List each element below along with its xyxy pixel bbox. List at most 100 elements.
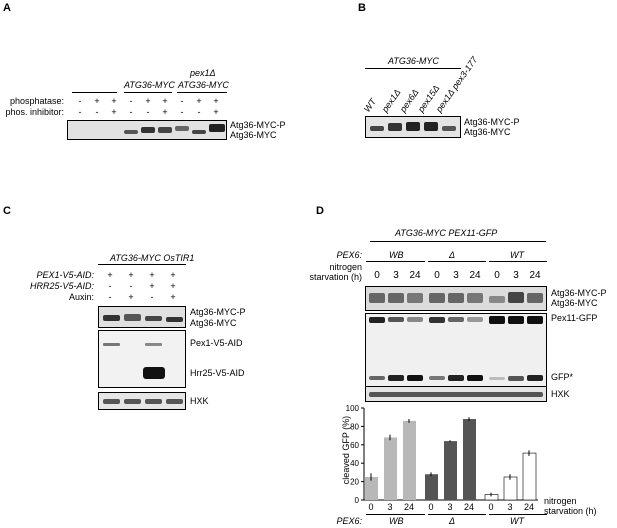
band	[429, 376, 445, 380]
y-tick-label: 80	[350, 422, 359, 431]
panel-a-band-bottom-label: Atg36-MYC	[230, 130, 277, 140]
panel-c-blot-hxk	[98, 392, 186, 410]
phosphatase-sign: +	[145, 96, 151, 106]
band	[124, 399, 141, 404]
condition-label: Auxin:	[68, 292, 94, 302]
panel-d-gfp-bands	[369, 316, 543, 381]
condition-sign: -	[108, 281, 112, 291]
y-tick-label: 20	[350, 478, 359, 487]
x-tick-label: 3	[447, 502, 452, 512]
band	[508, 292, 524, 303]
phosphatase-sign: -	[180, 96, 184, 106]
panel-c-letter: C	[3, 205, 11, 217]
x-tick-label: 0	[368, 502, 373, 512]
condition-sign: +	[149, 281, 155, 291]
condition-label: PEX1-V5-AID:	[36, 270, 94, 280]
band	[158, 127, 172, 133]
y-tick-label: 0	[355, 496, 360, 505]
phosphatase-sign: +	[162, 96, 168, 106]
band	[448, 293, 464, 303]
phosphatase-sign: +	[196, 96, 202, 106]
bar	[522, 452, 537, 501]
panel-d-header: ATG36-MYC PEX11-GFP	[395, 228, 498, 238]
band	[388, 293, 404, 303]
panel-d-label-gfp: GFP*	[551, 372, 574, 382]
y-tick-label: 60	[350, 441, 359, 450]
band	[145, 343, 162, 346]
panel-d-starvation-label: starvation (h)	[309, 272, 362, 282]
timepoint-label: 24	[529, 270, 541, 281]
cleaved-gfp-bar-chart: 0 20 40 60 80 100 0 3 24 0 3 24 0 3 24	[346, 404, 538, 512]
condition-sign: +	[170, 270, 176, 280]
x-tick-label: 3	[387, 502, 392, 512]
y-tick-label: 100	[346, 404, 360, 413]
panel-c-aid-bands	[103, 343, 165, 379]
panel-d-header-line	[370, 241, 546, 242]
panel-a-pex-header: pex1Δ	[190, 68, 216, 78]
panel-a-blot	[67, 120, 227, 140]
panel-c-label-hrr25: Hrr25-V5-AID	[190, 368, 245, 378]
band	[369, 293, 385, 303]
band	[527, 375, 543, 381]
phosphatase-sign: -	[129, 96, 133, 106]
panel-a-strain2-header: ATG36-MYC	[178, 80, 229, 90]
panel-a-header-line-3	[177, 92, 227, 93]
timepoint-label: 24	[409, 270, 421, 281]
band	[489, 377, 505, 380]
x-tick-label: 24	[524, 502, 534, 512]
timepoint-label: 0	[494, 270, 500, 281]
chart-group-label: WB	[389, 516, 404, 526]
condition-sign: +	[149, 270, 155, 280]
band	[166, 399, 183, 404]
inhibitor-sign: -	[146, 107, 150, 117]
inhibitor-sign: -	[129, 107, 133, 117]
band	[448, 317, 464, 322]
band	[467, 293, 483, 303]
inhibitor-sign: -	[197, 107, 201, 117]
panel-a-band-top-label: Atg36-MYC-P	[230, 120, 286, 130]
bar	[503, 476, 518, 501]
phosphatase-sign: +	[111, 96, 117, 106]
band	[407, 293, 423, 303]
condition-sign: +	[170, 292, 176, 302]
inhibitor-sign: +	[213, 107, 219, 117]
condition-label: HRR25-V5-AID:	[29, 281, 94, 291]
band	[143, 367, 165, 379]
band	[369, 317, 385, 323]
panel-a-strain-header: ATG36-MYC	[124, 80, 175, 90]
panel-c-label-atg36p: Atg36-MYC-P	[190, 307, 246, 317]
bar	[425, 474, 438, 500]
inhibitor-sign: -	[180, 107, 184, 117]
band	[467, 375, 483, 381]
panel-c-header-line	[98, 264, 186, 265]
band	[442, 126, 456, 131]
inhibitor-sign: +	[162, 107, 168, 117]
panel-b-blot	[365, 116, 461, 138]
band	[103, 315, 120, 321]
group-label: WT	[510, 250, 524, 260]
band	[124, 130, 138, 134]
panel-b-letter: B	[358, 2, 366, 14]
band	[103, 399, 120, 404]
panel-d-label-atg36: Atg36-MYC	[551, 298, 598, 308]
chart-group-label: Δ	[449, 516, 456, 526]
band	[145, 316, 162, 321]
band	[369, 392, 543, 397]
band	[406, 122, 420, 131]
panel-a-phosphatase-label: phosphatase:	[9, 96, 64, 106]
panel-b-band-bottom-label: Atg36-MYC	[464, 127, 511, 137]
group-underline	[428, 261, 486, 262]
panel-c-blot-atg36	[98, 306, 186, 328]
panel-c-atg36-bands	[103, 314, 183, 322]
bar	[365, 477, 378, 500]
band	[192, 130, 206, 134]
x-tick-label: 3	[507, 502, 512, 512]
bar	[463, 419, 476, 500]
band	[388, 123, 402, 131]
lane-label: pex1Δ pex3-177	[433, 54, 480, 114]
band	[527, 293, 543, 303]
band	[124, 314, 141, 321]
panel-a-inhibitor-label: phos. inhibitor:	[5, 107, 64, 117]
band	[369, 376, 385, 380]
band	[527, 316, 543, 324]
